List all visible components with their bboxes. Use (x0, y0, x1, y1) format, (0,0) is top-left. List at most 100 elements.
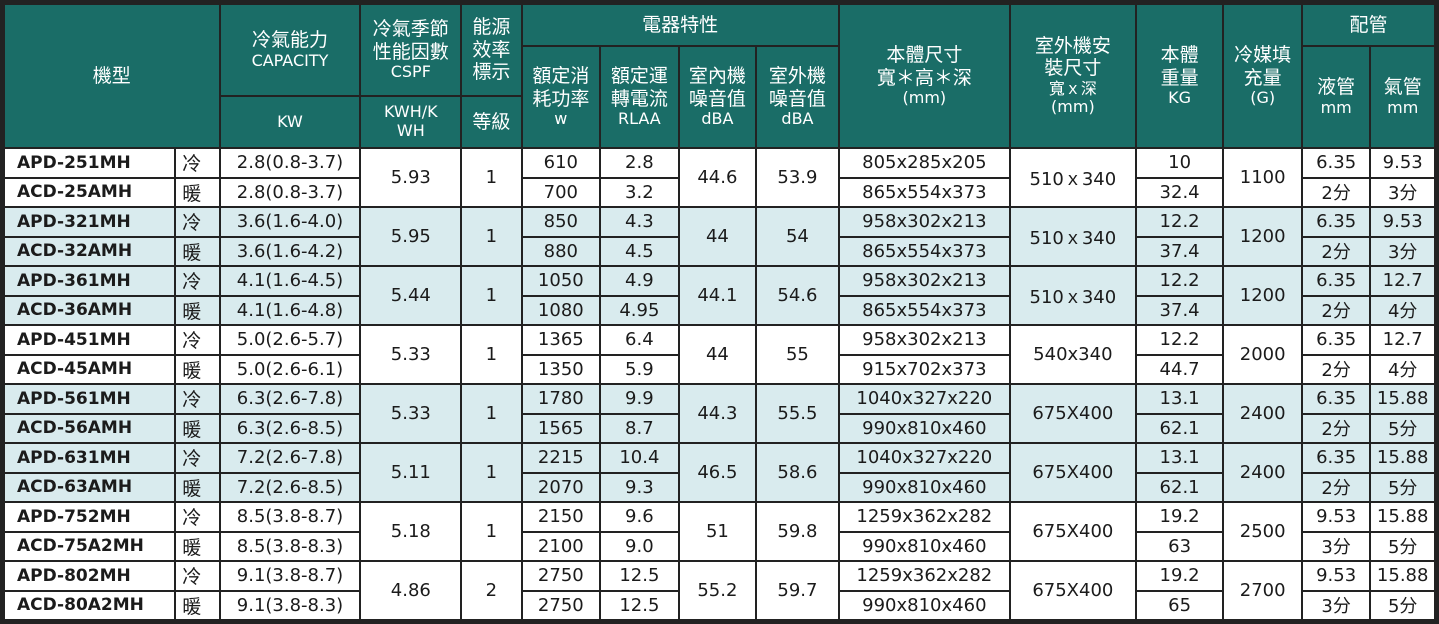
liquid-pipe-mm: 9.53 (1300, 501, 1372, 533)
capacity-cool: 3.6(1.6-4.0) (218, 206, 362, 238)
size-outdoor: 990x810x460 (837, 471, 1011, 503)
cspf-value: 5.44 (359, 265, 463, 326)
weight-outdoor: 65 (1134, 589, 1225, 621)
header-gas-pipe-zh: 氣管 (1383, 76, 1422, 99)
indoor-noise-value: 46.5 (677, 442, 758, 503)
mode-cool: 冷 (174, 324, 221, 356)
indoor-model: APD-451MH (2, 324, 177, 356)
table-row: ACD-25AMH 暖 2.8(0.8-3.7) 700 3.2 865x554x373 3… (2, 176, 1436, 208)
outdoor-install-size: 510ｘ340 (1008, 147, 1137, 208)
cspf-value: 5.11 (359, 442, 463, 503)
outdoor-install-size: 675X400 (1008, 560, 1137, 621)
header-cspf-unit-text: KWH/KWH (383, 102, 438, 140)
header-body-size-unit: (mm) (902, 87, 947, 107)
mode-cool: 冷 (174, 560, 221, 592)
outdoor-model: ACD-36AMH (2, 294, 177, 326)
liquid-pipe-mm: 6.35 (1300, 442, 1372, 474)
size-indoor: 1040x327x220 (837, 383, 1011, 415)
outdoor-model: ACD-25AMH (2, 176, 177, 208)
indoor-noise-value: 44.3 (677, 383, 758, 444)
rated-power-heat: 2070 (520, 471, 602, 503)
outdoor-noise-value: 59.8 (755, 501, 840, 562)
liquid-pipe-mm: 6.35 (1300, 265, 1372, 297)
mode-cool: 冷 (174, 206, 221, 238)
liquid-pipe-fen: 2分 (1300, 412, 1372, 444)
mode-heat: 暖 (174, 471, 221, 503)
table-row: ACD-63AMH 暖 7.2(2.6-8.5) 2070 9.3 990x810x460… (2, 471, 1436, 503)
capacity-cool: 5.0(2.6-5.7) (218, 324, 362, 356)
efficiency-grade: 1 (460, 147, 523, 208)
table-body: APD-251MH 冷 2.8(0.8-3.7) 5.93 1 610 2.8 44.6 53.… (2, 147, 1436, 621)
gas-pipe-mm: 9.53 (1369, 147, 1436, 179)
header-refrigerant-unit: (G) (1250, 87, 1276, 107)
mode-heat: 暖 (174, 235, 221, 267)
header-rated-current-unit: RLAA (617, 108, 661, 128)
header-capacity: 冷氣能力 CAPACITY (218, 3, 362, 97)
cspf-value: 5.33 (359, 324, 463, 385)
rated-power-cool: 850 (520, 206, 602, 238)
header-capacity-unit: KW (218, 95, 362, 149)
header-piping: 配管 (1300, 3, 1437, 47)
liquid-pipe-fen: 2分 (1300, 176, 1372, 208)
liquid-pipe-fen: 2分 (1300, 471, 1372, 503)
mode-cool: 冷 (174, 265, 221, 297)
efficiency-grade: 1 (460, 383, 523, 444)
gas-pipe-fen: 5分 (1369, 530, 1436, 562)
indoor-model: APD-361MH (2, 265, 177, 297)
table-row: ACD-32AMH 暖 3.6(1.6-4.2) 880 4.5 865x554x373 3… (2, 235, 1436, 267)
liquid-pipe-fen: 2分 (1300, 294, 1372, 326)
table-row: ACD-45AMH 暖 5.0(2.6-6.1) 1350 5.9 915x702x373… (2, 353, 1436, 385)
size-outdoor: 865x554x373 (837, 235, 1011, 267)
rated-current-heat: 5.9 (599, 353, 680, 385)
size-outdoor: 865x554x373 (837, 176, 1011, 208)
cspf-value: 5.93 (359, 147, 463, 208)
capacity-cool: 9.1(3.8-8.7) (218, 560, 362, 592)
mode-heat: 暖 (174, 353, 221, 385)
indoor-model: APD-251MH (2, 147, 177, 179)
gas-pipe-mm: 9.53 (1369, 206, 1436, 238)
header-efficiency-unit: 等級 (460, 95, 523, 149)
gas-pipe-fen: 5分 (1369, 471, 1436, 503)
rated-power-cool: 2150 (520, 501, 602, 533)
rated-power-cool: 1780 (520, 383, 602, 415)
header-indoor-noise-zh: 室內機噪音值 (688, 65, 746, 110)
table-row: ACD-36AMH 暖 4.1(1.6-4.8) 1080 4.95 865x554x37… (2, 294, 1436, 326)
header-capacity-en: CAPACITY (251, 50, 329, 70)
weight-outdoor: 32.4 (1134, 176, 1225, 208)
outdoor-noise-value: 54 (755, 206, 840, 267)
size-outdoor: 915x702x373 (837, 353, 1011, 385)
refrigerant-amount: 1200 (1222, 265, 1303, 326)
weight-indoor: 19.2 (1134, 560, 1225, 592)
rated-power-heat: 2100 (520, 530, 602, 562)
mode-cool: 冷 (174, 501, 221, 533)
capacity-heat: 3.6(1.6-4.2) (218, 235, 362, 267)
capacity-heat: 8.5(3.8-8.3) (218, 530, 362, 562)
cspf-value: 4.86 (359, 560, 463, 621)
refrigerant-amount: 2700 (1222, 560, 1303, 621)
efficiency-grade: 2 (460, 560, 523, 621)
liquid-pipe-fen: 2分 (1300, 353, 1372, 385)
size-outdoor: 990x810x460 (837, 412, 1011, 444)
liquid-pipe-mm: 6.35 (1300, 383, 1372, 415)
weight-outdoor: 62.1 (1134, 412, 1225, 444)
outdoor-noise-value: 59.7 (755, 560, 840, 621)
rated-current-cool: 9.9 (599, 383, 680, 415)
capacity-heat: 9.1(3.8-8.3) (218, 589, 362, 621)
outdoor-install-size: 675X400 (1008, 383, 1137, 444)
size-indoor: 958x302x213 (837, 206, 1011, 238)
header-outdoor-noise: 室外機噪音值 dBA (755, 45, 840, 149)
header-gas-pipe: 氣管 mm (1369, 45, 1436, 149)
size-indoor: 805x285x205 (837, 147, 1011, 179)
outdoor-install-size: 540x340 (1008, 324, 1137, 385)
spec-table: 機型 冷氣能力 CAPACITY 冷氣季節性能因數 CSPF 能源效率標示 電器… (2, 3, 1437, 621)
weight-indoor: 12.2 (1134, 324, 1225, 356)
table-row: APD-251MH 冷 2.8(0.8-3.7) 5.93 1 610 2.8 44.6 53.… (2, 147, 1436, 208)
mode-cool: 冷 (174, 147, 221, 179)
outdoor-model: ACD-63AMH (2, 471, 177, 503)
size-indoor: 1259x362x282 (837, 560, 1011, 592)
outdoor-install-size: 675X400 (1008, 442, 1137, 503)
rated-current-heat: 3.2 (599, 176, 680, 208)
gas-pipe-mm: 12.7 (1369, 265, 1436, 297)
efficiency-grade: 1 (460, 501, 523, 562)
indoor-model: APD-321MH (2, 206, 177, 238)
